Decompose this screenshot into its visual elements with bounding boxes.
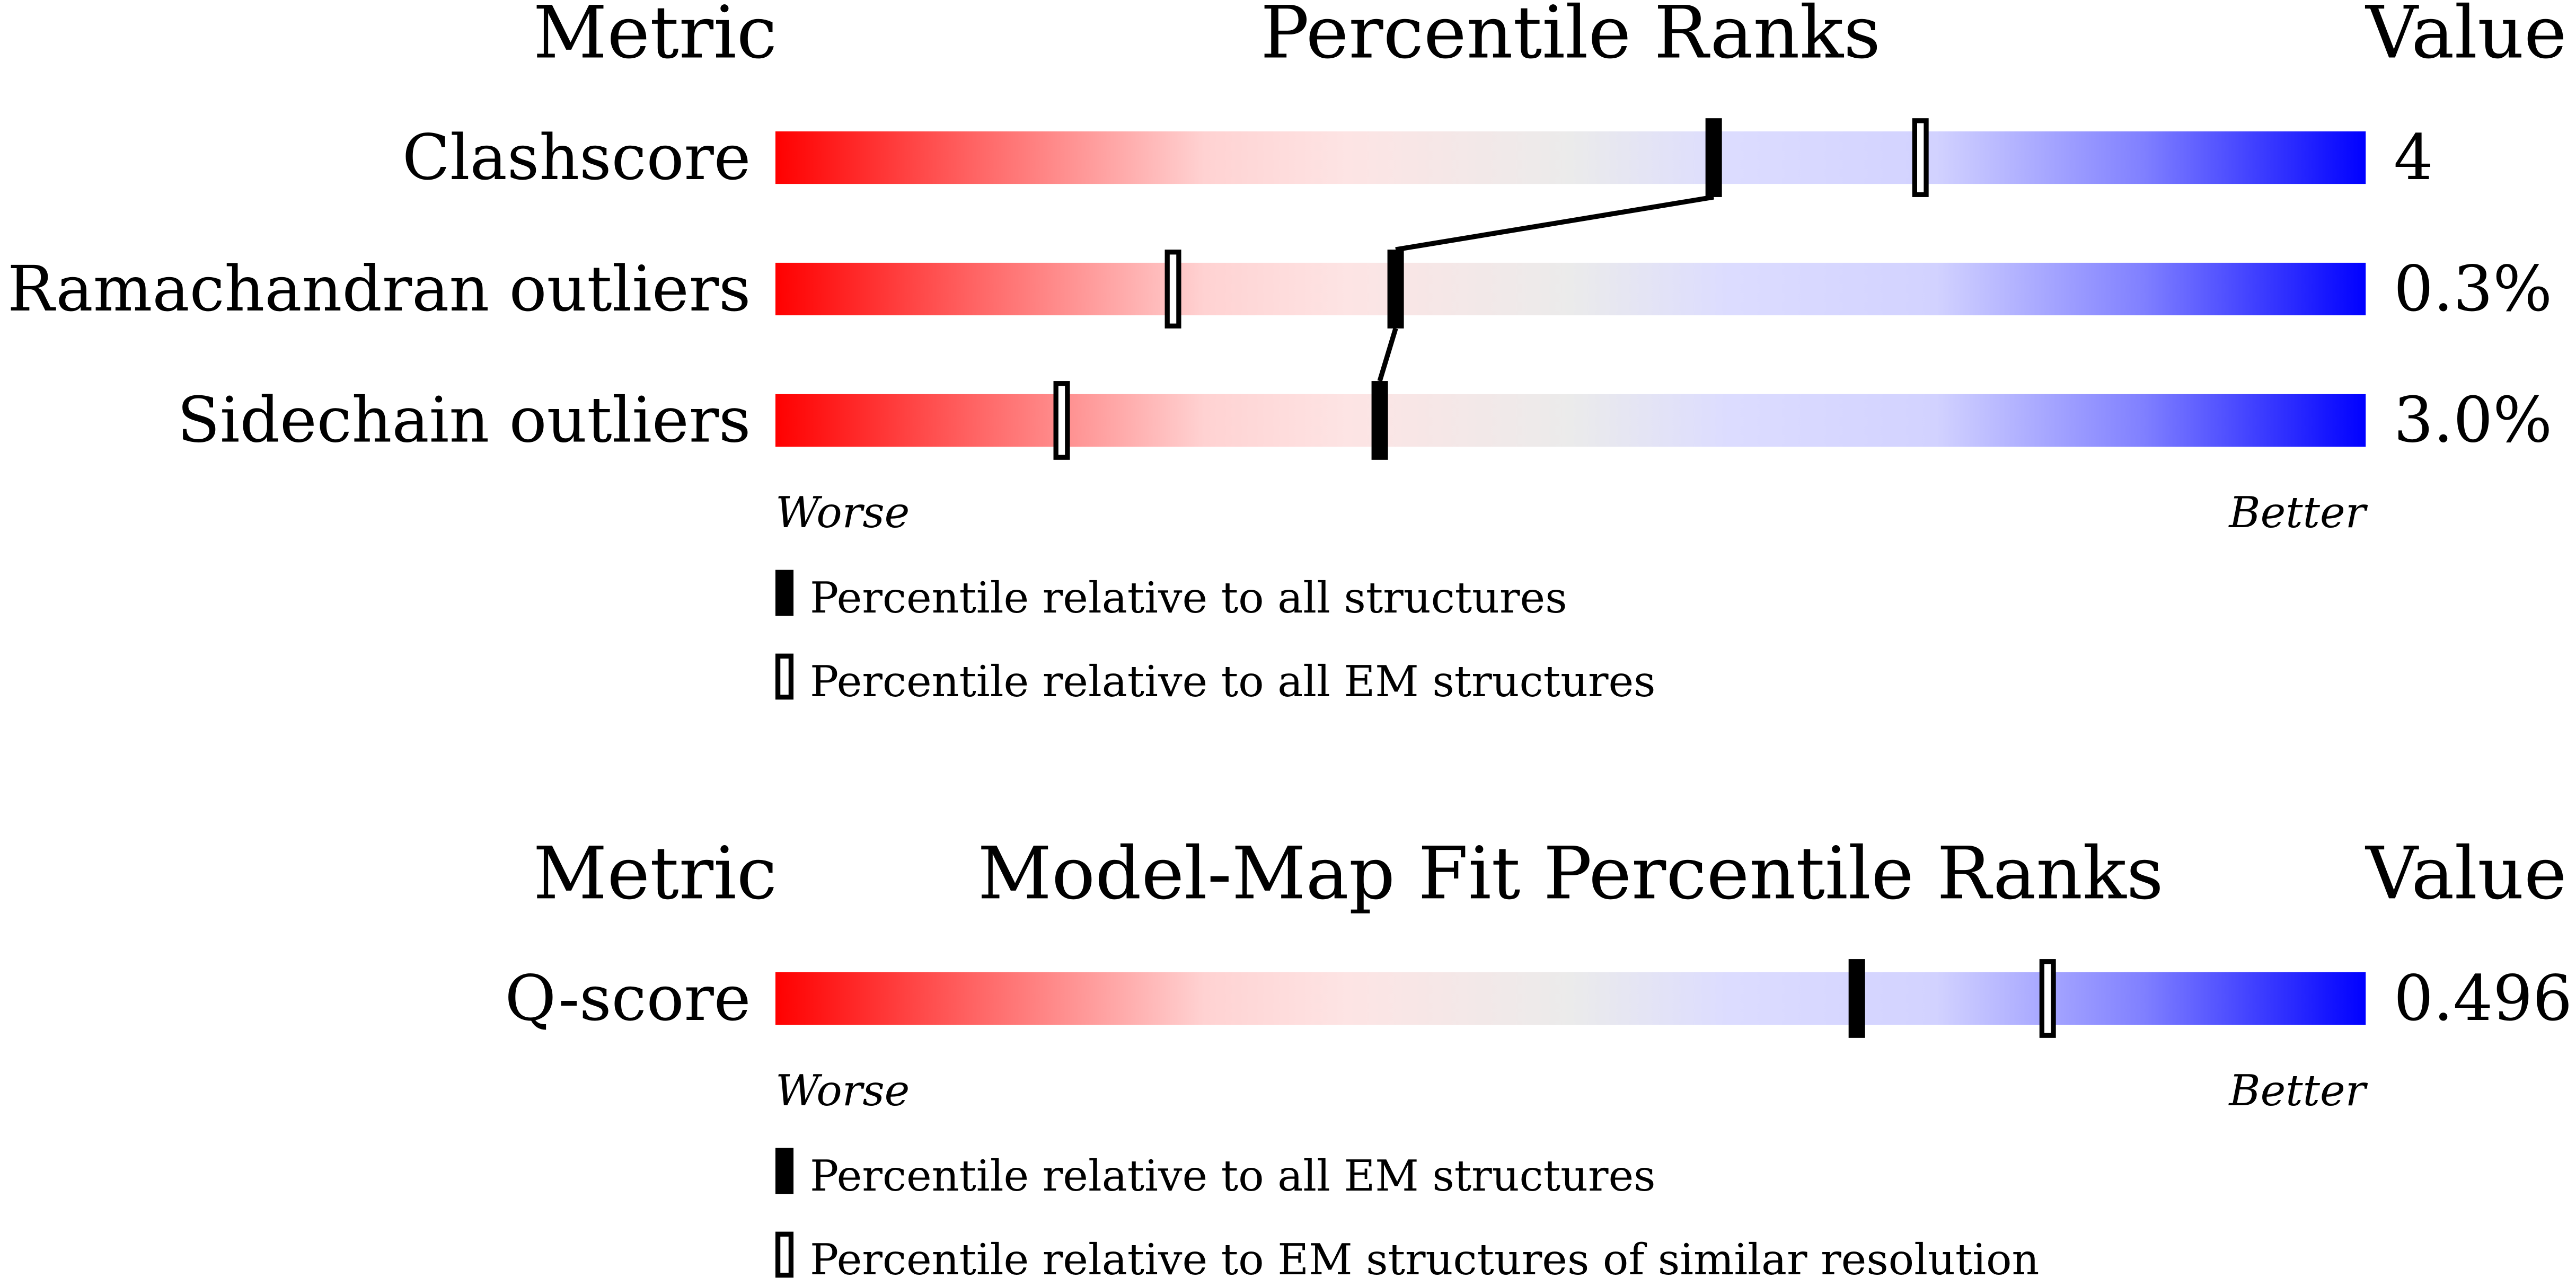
metric-value: 4 xyxy=(2394,121,2433,194)
legend-swatch xyxy=(775,570,794,616)
marker-open xyxy=(1053,381,1070,460)
marker-filled xyxy=(1371,381,1388,460)
marker-filled xyxy=(1848,959,1865,1038)
worse-label: Worse xyxy=(775,488,910,538)
legend-label: Percentile relative to all structures xyxy=(810,573,1567,623)
marker-open xyxy=(2039,959,2056,1038)
metric-value: 0.496 xyxy=(2394,962,2572,1035)
legend-swatch xyxy=(775,1148,794,1194)
legend-swatch xyxy=(775,1231,794,1278)
metric-label: Q-score xyxy=(505,962,751,1035)
metric-value: 0.3% xyxy=(2394,253,2552,325)
value-header: Value xyxy=(2365,831,2566,916)
better-label: Better xyxy=(2228,488,2368,538)
chart-title: Model-Map Fit Percentile Ranks xyxy=(977,831,2163,916)
legend-label: Percentile relative to all EM structures xyxy=(810,657,1655,707)
legend-label: Percentile relative to all EM structures xyxy=(810,1151,1655,1201)
percentile-bar xyxy=(775,262,2366,316)
metric-label: Sidechain outliers xyxy=(177,384,751,457)
connector xyxy=(1395,194,1714,252)
metric-header: Metric xyxy=(533,831,777,916)
marker-filled xyxy=(1705,118,1722,197)
metric-value: 3.0% xyxy=(2394,384,2552,457)
connector xyxy=(1377,327,1398,382)
metric-label: Clashscore xyxy=(402,121,751,194)
metric-header: Metric xyxy=(533,0,777,75)
value-header: Value xyxy=(2365,0,2566,75)
percentile-bar xyxy=(775,972,2366,1025)
metric-label: Ramachandran outliers xyxy=(7,253,751,325)
percentile-bar xyxy=(775,131,2366,184)
worse-label: Worse xyxy=(775,1066,910,1116)
legend-swatch xyxy=(775,653,794,700)
chart-title: Percentile Ranks xyxy=(1260,0,1881,75)
legend-label: Percentile relative to EM structures of … xyxy=(810,1235,2039,1278)
percentile-bar xyxy=(775,394,2366,447)
marker-open xyxy=(1165,250,1181,329)
marker-open xyxy=(1912,118,1929,197)
better-label: Better xyxy=(2228,1066,2368,1116)
marker-filled xyxy=(1387,250,1404,329)
